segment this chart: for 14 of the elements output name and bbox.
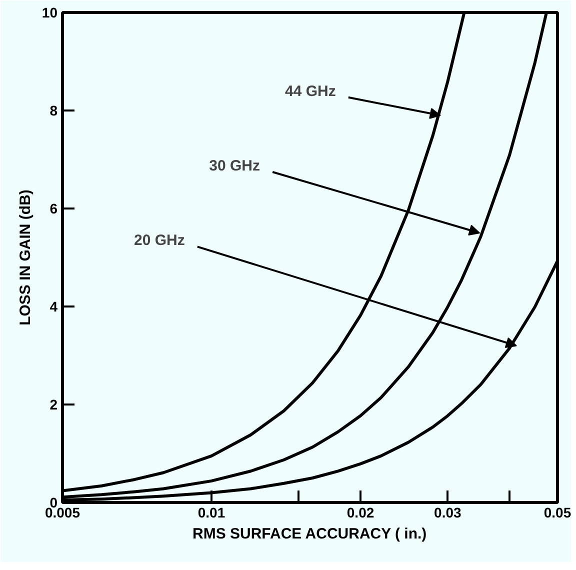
y-tick-label: 4 [50, 298, 58, 314]
y-tick-label: 2 [50, 396, 58, 412]
x-tick-label: 0.02 [346, 504, 374, 520]
annotation: 30 GHz [209, 158, 260, 174]
x-tick-label: 0.01 [198, 504, 226, 520]
y-axis-title: LOSS IN GAIN (dB) [16, 190, 34, 326]
annotation: 20 GHz [134, 232, 185, 250]
annotation: 44 GHz [284, 82, 336, 100]
y-tick-label: 10 [42, 4, 58, 20]
y-tick-label: 6 [50, 200, 58, 216]
y-tick-label: 8 [50, 102, 58, 118]
x-tick-label: 0.05 [544, 504, 572, 520]
x-axis-title: RMS SURFACE ACCURACY ( in.) [192, 526, 427, 542]
x-tick-label: 0.03 [434, 504, 462, 520]
